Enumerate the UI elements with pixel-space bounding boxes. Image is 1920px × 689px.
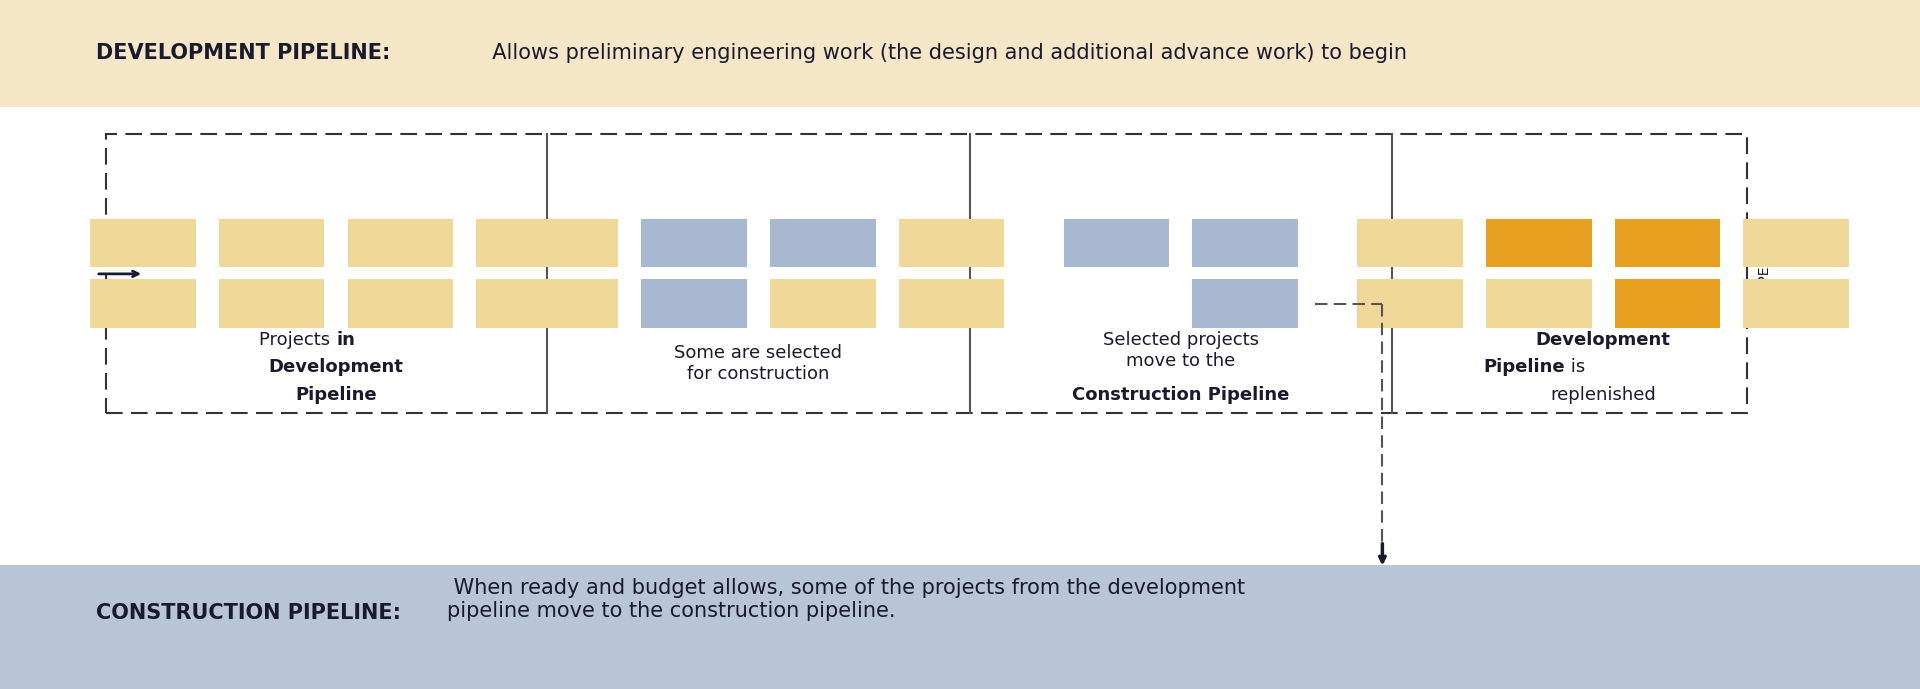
FancyBboxPatch shape [770,280,876,328]
FancyBboxPatch shape [219,280,324,328]
FancyBboxPatch shape [90,280,196,328]
FancyBboxPatch shape [899,280,1004,328]
FancyBboxPatch shape [513,280,618,328]
FancyBboxPatch shape [476,218,582,267]
FancyBboxPatch shape [348,280,453,328]
Text: Projects: Projects [259,331,336,349]
Text: Selected projects
move to the: Selected projects move to the [1102,331,1260,369]
Text: replenished: replenished [1549,386,1657,404]
Text: DEVELOPMENT PIPELINE:: DEVELOPMENT PIPELINE: [96,43,390,63]
FancyBboxPatch shape [1615,218,1720,267]
FancyBboxPatch shape [0,0,1920,107]
FancyBboxPatch shape [1357,218,1463,267]
FancyBboxPatch shape [1615,280,1720,328]
FancyBboxPatch shape [641,280,747,328]
FancyBboxPatch shape [0,565,1920,689]
Text: Some are selected
for construction: Some are selected for construction [674,344,843,383]
Text: in: in [336,331,355,349]
Text: Allows preliminary engineering work (the design and additional advance work) to : Allows preliminary engineering work (the… [480,43,1407,63]
FancyBboxPatch shape [1486,280,1592,328]
FancyBboxPatch shape [1743,218,1849,267]
FancyBboxPatch shape [1192,218,1298,267]
Text: Pipeline: Pipeline [296,386,376,404]
Text: CONSTRUCTION PIPELINE:: CONSTRUCTION PIPELINE: [96,603,401,624]
FancyBboxPatch shape [219,218,324,267]
FancyBboxPatch shape [476,280,582,328]
FancyBboxPatch shape [1357,280,1463,328]
FancyBboxPatch shape [770,218,876,267]
Text: REPEAT: REPEAT [1757,247,1770,300]
FancyBboxPatch shape [641,218,747,267]
Text: is: is [1565,358,1586,376]
Text: Pipeline: Pipeline [1482,358,1565,376]
FancyBboxPatch shape [513,218,618,267]
FancyBboxPatch shape [90,218,196,267]
FancyBboxPatch shape [348,218,453,267]
FancyBboxPatch shape [1743,280,1849,328]
Text: When ready and budget allows, some of the projects from the development
pipeline: When ready and budget allows, some of th… [447,578,1244,621]
Text: Development: Development [269,358,403,376]
FancyBboxPatch shape [899,218,1004,267]
FancyBboxPatch shape [1192,280,1298,328]
FancyBboxPatch shape [1064,218,1169,267]
FancyBboxPatch shape [1486,218,1592,267]
Text: Construction Pipeline: Construction Pipeline [1071,386,1290,404]
Text: Development: Development [1536,331,1670,349]
